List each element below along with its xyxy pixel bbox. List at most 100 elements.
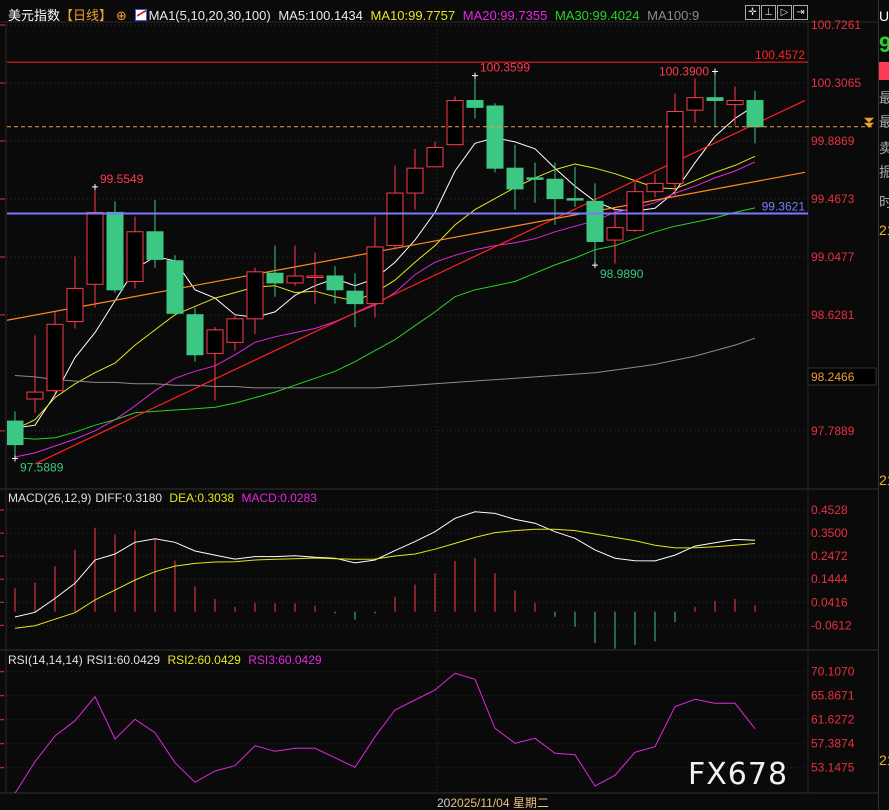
ma100-value: MA100:9 [647, 8, 700, 23]
candle [426, 141, 444, 168]
symbol-code-partial: U [879, 8, 889, 24]
highlight-value: 98.2466 [811, 370, 855, 384]
ma-line-ma30 [14, 207, 756, 440]
rsi-plot [14, 672, 756, 793]
macd-axis-tick: -0.0612 [811, 618, 852, 632]
candle-body [486, 105, 504, 169]
candle-body [606, 227, 624, 241]
candle [7, 411, 24, 459]
candle-body [7, 420, 24, 446]
candle [66, 256, 84, 329]
extreme-label: 100.3599 [480, 61, 530, 75]
candle-body [166, 260, 184, 314]
last-price-partial: 9 [879, 32, 889, 58]
ma30-value: MA30:99.4024 [554, 8, 640, 23]
extreme-marker-icon [12, 455, 18, 462]
candle [746, 90, 764, 144]
side-time-value: 21 [879, 222, 889, 238]
add-indicator-icon[interactable]: ⊕ [116, 8, 127, 23]
candle [386, 165, 404, 250]
candle-body [626, 191, 644, 231]
symbol-title: 美元指数 [8, 8, 61, 23]
indicator-chart-icon[interactable] [134, 9, 147, 21]
macd-axis-tick: 0.2472 [811, 549, 848, 563]
candle [206, 327, 224, 401]
price-axis-tick: 99.4673 [811, 192, 855, 206]
price-axis-tick: 100.7261 [811, 18, 861, 32]
candle-body [26, 391, 44, 400]
rsi-axis-tick: 53.1475 [811, 761, 855, 775]
ma-params[interactable]: MA1(5,10,20,30,100) [148, 8, 271, 23]
candle [266, 245, 284, 297]
candle [526, 162, 544, 203]
candle-body [106, 211, 124, 291]
candle-body [46, 323, 64, 392]
macd-axis-tick: 0.0416 [811, 595, 848, 609]
exit-icon[interactable]: ⇥ [793, 5, 808, 20]
rsi-legend: RSI(14,14,14) RSI1:60.0429 RSI2:60.0429 R… [8, 653, 326, 667]
candle [306, 252, 324, 304]
macd-params[interactable]: MACD(26,12,9) [8, 491, 92, 505]
side-time-value: 21 [879, 472, 889, 488]
ma-line-ma5 [14, 105, 756, 429]
candle-body [406, 167, 424, 194]
candle [106, 201, 124, 293]
candle-body [646, 182, 664, 193]
candle [566, 166, 584, 207]
zoom-range-icon[interactable]: ⊥ [761, 5, 776, 20]
candle-body [246, 271, 264, 320]
extreme-label: 99.5549 [100, 172, 144, 186]
extreme-label: 97.5889 [20, 461, 64, 475]
period-selector[interactable]: 【日线】 [60, 8, 113, 23]
candle [706, 71, 724, 127]
candle [226, 314, 244, 351]
rsi-params[interactable]: RSI(14,14,14) [8, 653, 83, 667]
ma-line-ma100 [14, 337, 756, 389]
candle [246, 267, 264, 335]
highlight-value-box [807, 367, 877, 386]
candle [586, 183, 604, 266]
side-label-time: 时 [879, 192, 889, 212]
candle-body [466, 99, 484, 108]
ma20-value: MA20:99.7355 [462, 8, 548, 23]
play-icon[interactable]: ▷ [777, 5, 792, 20]
rsi-axis-tick: 57.3874 [811, 737, 855, 751]
rsi-axis-tick: 70.1070 [811, 665, 855, 679]
crosshair-icon[interactable]: ✛ [745, 5, 760, 20]
candle [186, 307, 204, 362]
side-label-high: 最 [879, 88, 889, 108]
level-label: 99.3621 [762, 200, 806, 214]
candle [346, 273, 364, 328]
watermark-logo: FX678 [688, 757, 789, 792]
macd-axis-tick: 0.1444 [811, 572, 848, 586]
candle-body [286, 275, 304, 284]
side-label-sell: 卖 [879, 138, 889, 158]
candle-body [146, 231, 164, 260]
candle-body [666, 111, 684, 184]
candle [86, 186, 104, 308]
candle-body [206, 329, 224, 354]
macd-line-dea [14, 528, 756, 629]
candle-body [426, 146, 444, 168]
crosshair-date: 2025/11/04 星期二 [450, 796, 549, 810]
price-axis-tick: 97.7889 [811, 424, 855, 438]
rsi-axis-tick: 65.8671 [811, 689, 855, 703]
ma5-value: MA5:100.1434 [278, 8, 363, 23]
candle-body [126, 231, 144, 283]
candle-body [186, 314, 204, 356]
rsi-axis-tick: 61.6272 [811, 713, 855, 727]
price-axis-tick: 99.0477 [811, 250, 855, 264]
macd-dea: DEA:0.3038 [169, 491, 235, 505]
candle [446, 96, 464, 146]
main-plot [7, 71, 806, 465]
candle-body [326, 275, 344, 291]
candle [726, 86, 744, 126]
ma-line-ma10 [14, 155, 756, 430]
quote-side-panel: U 9 最 最 卖 振 时 21 21 21 [878, 0, 889, 810]
candle [366, 216, 384, 318]
extreme-marker-icon [472, 72, 478, 79]
candle [326, 266, 344, 304]
date-axis-partial: 20 [437, 796, 451, 810]
price-axis-tick: 98.6281 [811, 308, 855, 322]
